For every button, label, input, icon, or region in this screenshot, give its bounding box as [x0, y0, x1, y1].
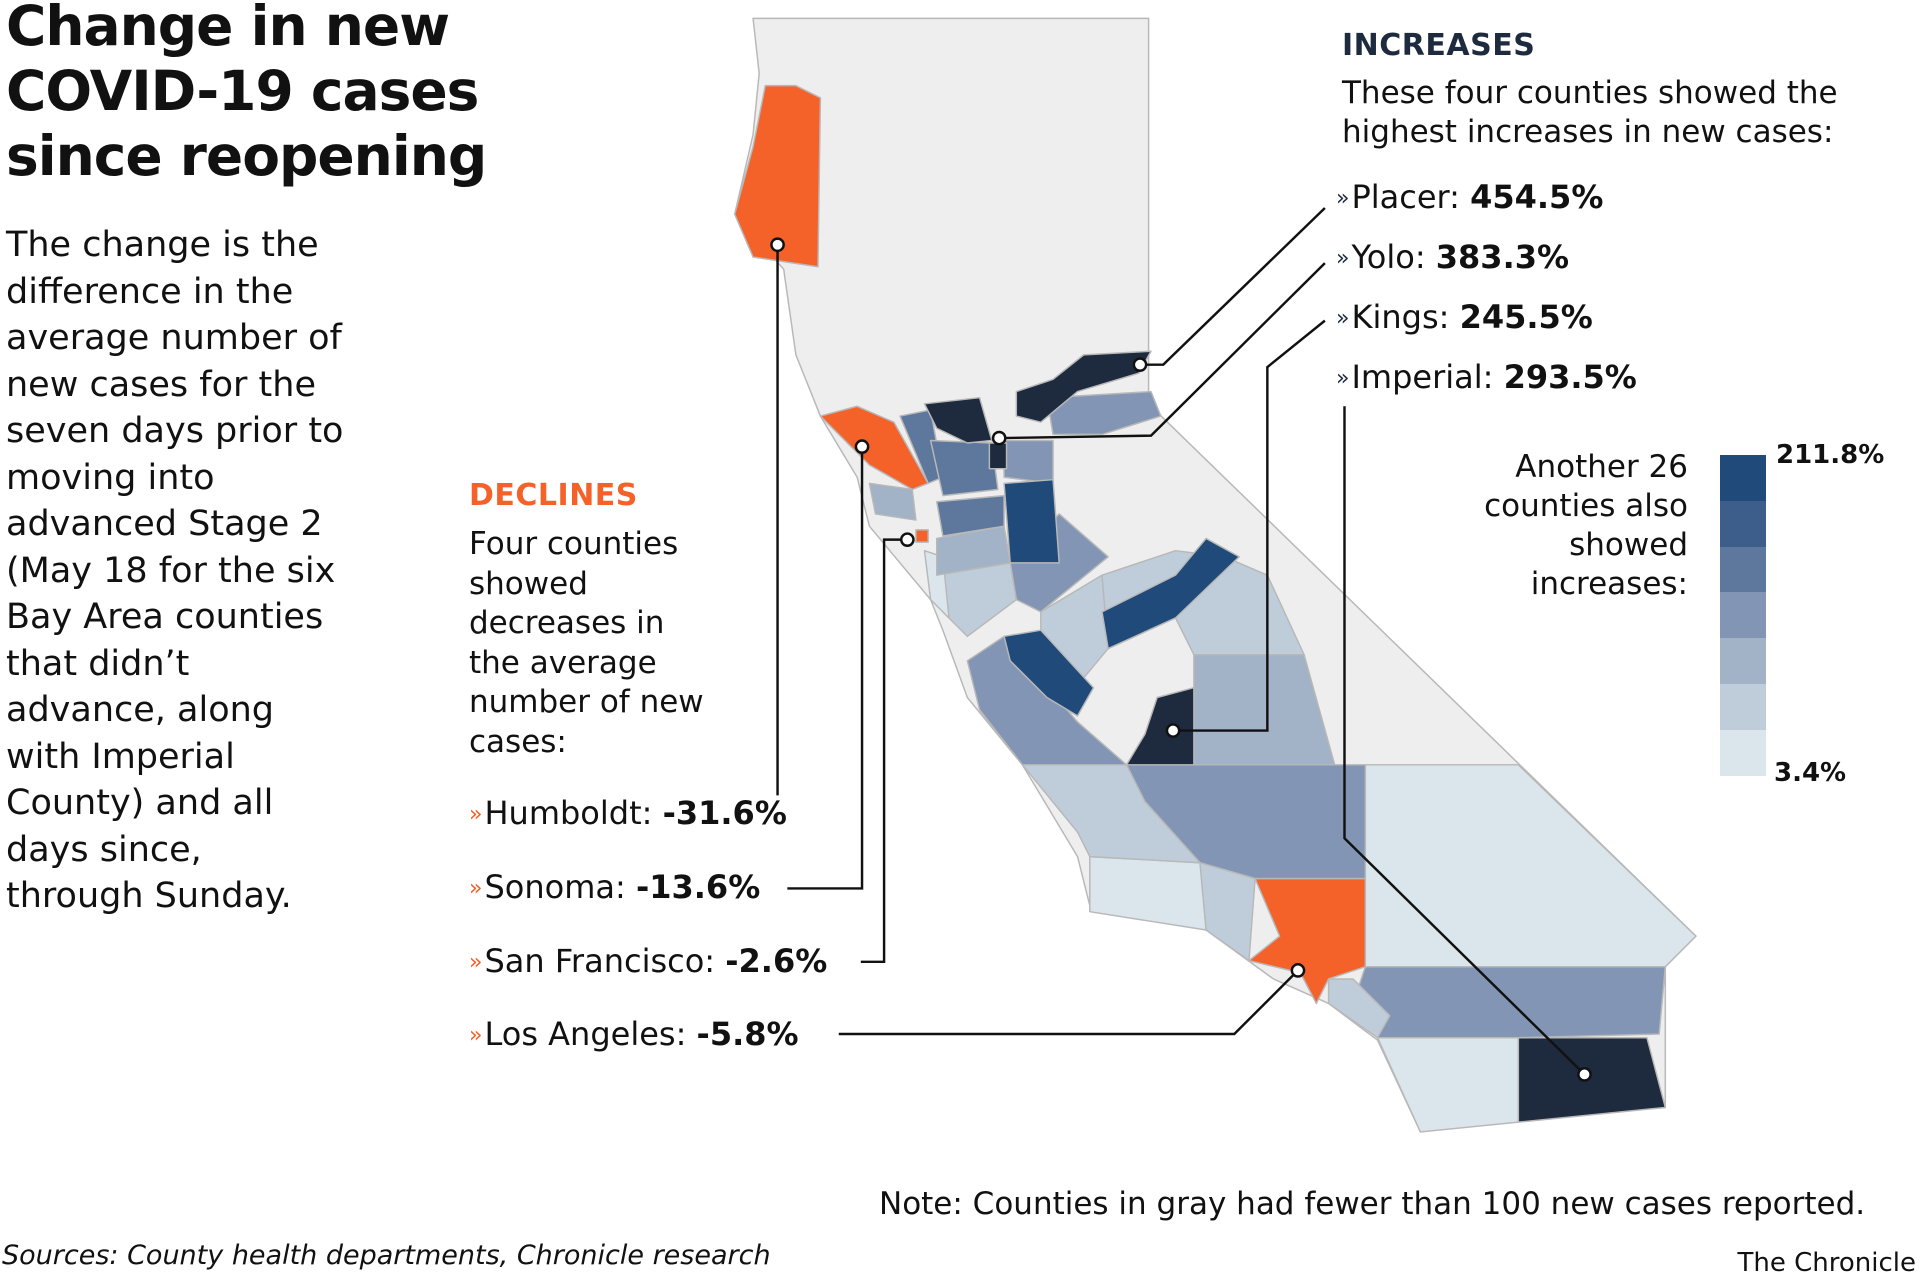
leader-san-francisco: [860, 538, 908, 964]
dot-humboldt: [770, 237, 785, 253]
county-placer: [1015, 350, 1152, 423]
decline-item: » Humboldt: -31.6%: [469, 794, 787, 832]
dot-los-angeles: [1290, 963, 1306, 978]
legend-swatch: [1720, 729, 1766, 776]
county-yolo: [923, 396, 993, 444]
double-arrow-icon: »: [469, 802, 483, 827]
double-arrow-icon: »: [1336, 246, 1350, 271]
dot-yolo: [991, 430, 1007, 446]
leader-placer: [1140, 207, 1326, 366]
county-contra-costa: [936, 494, 1005, 537]
county-kings: [1125, 686, 1195, 766]
sources: Sources: County health departments, Chro…: [2, 1240, 771, 1271]
county-el-dorado: [1046, 390, 1162, 436]
double-arrow-icon: »: [1336, 306, 1350, 331]
county-sonoma: [819, 405, 929, 491]
dot-placer: [1132, 357, 1148, 373]
increases-text: These four counties showed the highest i…: [1342, 75, 1838, 150]
dot-imperial: [1577, 1067, 1592, 1082]
legend-swatch: [1720, 455, 1766, 501]
increase-item: » Placer: 454.5%: [1336, 178, 1604, 216]
county-solano: [929, 439, 999, 497]
double-arrow-icon: »: [469, 950, 483, 975]
county-sacramento: [1003, 439, 1054, 485]
county-imperial: [1517, 1036, 1667, 1123]
dot-sonoma: [854, 439, 870, 454]
legend-min-label: 3.4%: [1774, 758, 1847, 788]
legend-swatch: [1720, 500, 1766, 547]
color-legend: [1720, 455, 1766, 776]
description: The change is the difference in the aver…: [6, 225, 344, 916]
county-orange: [1327, 978, 1391, 1039]
county-san-benito: [1003, 629, 1095, 717]
county-sacramento-dark: [988, 442, 1008, 470]
leader-yolo: [999, 262, 1326, 440]
legend-text: Another 26 counties also showed increase…: [1484, 449, 1688, 602]
leader-sonoma: [787, 446, 864, 890]
legend-swatch: [1720, 683, 1766, 730]
declines-text: Four counties showed decreases in the av…: [469, 526, 704, 760]
note: Note: Counties in gray had fewer than 10…: [879, 1186, 1866, 1222]
dot-kings: [1165, 723, 1181, 738]
leader-imperial: [1343, 406, 1586, 1076]
legend-swatch: [1720, 638, 1766, 684]
decline-item: » Sonoma: -13.6%: [469, 868, 761, 906]
increase-item: » Yolo: 383.3%: [1336, 238, 1570, 276]
county-ventura: [1199, 861, 1256, 962]
county-santa-barbara: [1089, 855, 1207, 931]
page-title: Change in new COVID-19 cases since reope…: [6, 0, 487, 188]
increase-item: » Imperial: 293.5%: [1336, 358, 1637, 396]
county-riverside: [1352, 965, 1667, 1039]
double-arrow-icon: »: [469, 1023, 483, 1048]
leader-kings: [1173, 319, 1326, 732]
county-san-joaquin: [1003, 478, 1060, 564]
leader-los-angeles: [838, 969, 1299, 1036]
double-arrow-icon: »: [469, 876, 483, 901]
county-san-francisco: [915, 529, 929, 543]
county-fresno: [1101, 537, 1240, 650]
increases-heading: INCREASES: [1342, 28, 1536, 63]
county-los-angeles: [1248, 877, 1367, 1005]
dot-san-francisco: [900, 532, 915, 547]
county-marin: [868, 482, 917, 521]
legend-max-label: 211.8%: [1776, 440, 1885, 470]
legend-swatch: [1720, 592, 1766, 639]
double-arrow-icon: »: [1336, 186, 1350, 211]
double-arrow-icon: »: [1336, 366, 1350, 391]
decline-item: » Los Angeles: -5.8%: [469, 1015, 799, 1053]
credit: The Chronicle: [1737, 1248, 1917, 1278]
decline-item: » San Francisco: -2.6%: [469, 942, 828, 980]
county-san-diego: [1376, 1036, 1520, 1133]
county-humboldt: [733, 84, 822, 268]
increase-item: » Kings: 245.5%: [1336, 298, 1593, 336]
county-san-bernardino: [1364, 764, 1697, 968]
legend-swatch: [1720, 546, 1766, 593]
declines-heading: DECLINES: [469, 478, 638, 513]
